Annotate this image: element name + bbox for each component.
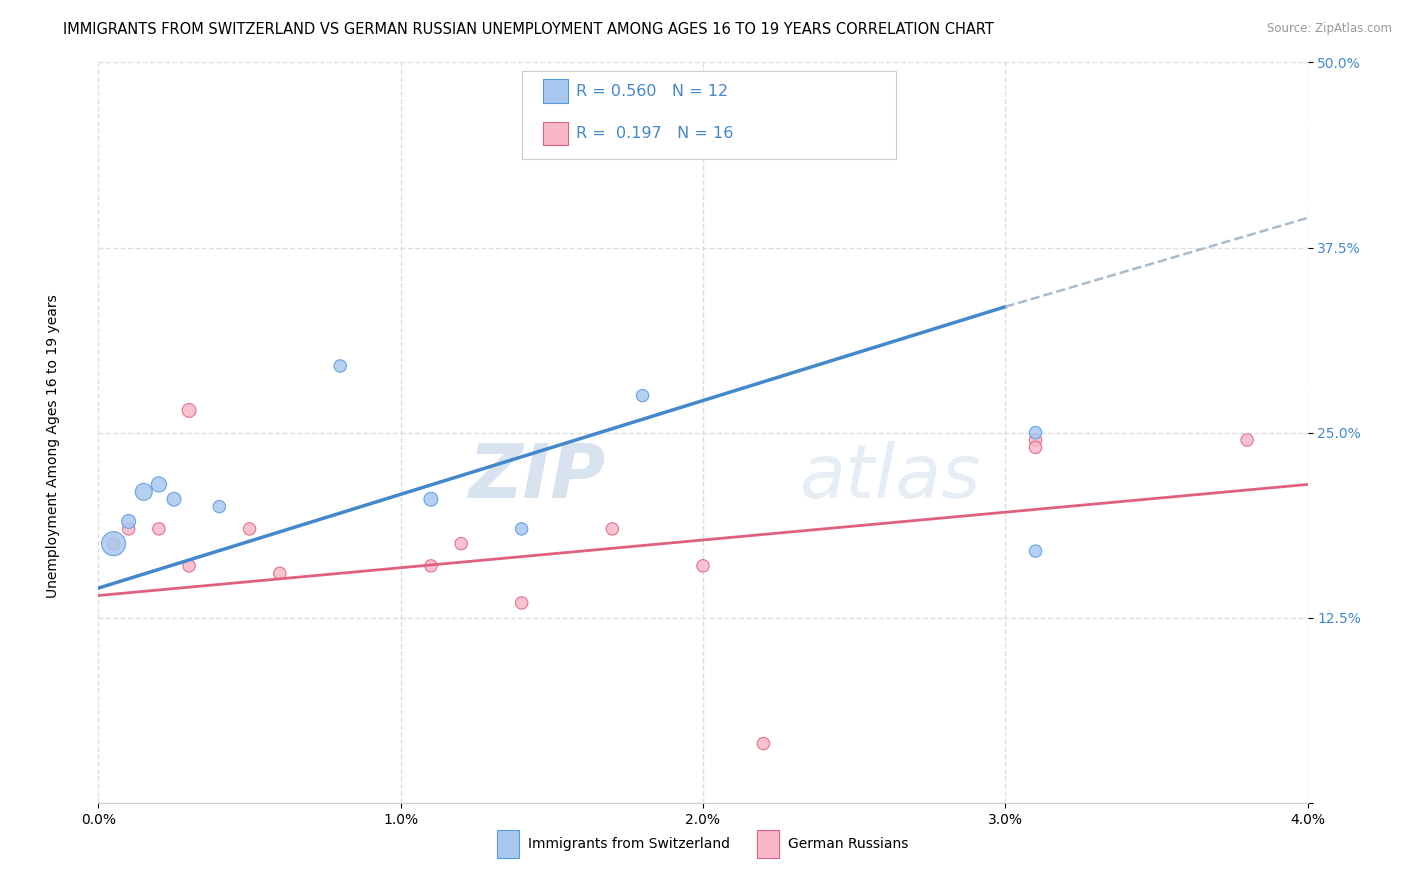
Point bbox=[602, 522, 624, 536]
Point bbox=[269, 566, 291, 581]
Point bbox=[1025, 441, 1047, 455]
Point bbox=[420, 558, 443, 573]
Text: R = 0.560   N = 12: R = 0.560 N = 12 bbox=[576, 84, 728, 99]
Point bbox=[1025, 425, 1047, 440]
FancyBboxPatch shape bbox=[522, 71, 897, 159]
Point bbox=[148, 522, 170, 536]
Point bbox=[752, 737, 775, 751]
Point bbox=[1236, 433, 1258, 447]
Point bbox=[148, 477, 170, 491]
FancyBboxPatch shape bbox=[498, 830, 519, 858]
Point bbox=[179, 403, 201, 417]
Point bbox=[103, 536, 125, 550]
Point bbox=[118, 515, 141, 529]
FancyBboxPatch shape bbox=[543, 121, 568, 145]
FancyBboxPatch shape bbox=[758, 830, 779, 858]
Point bbox=[450, 536, 472, 550]
Text: atlas: atlas bbox=[800, 441, 981, 513]
Point bbox=[692, 558, 714, 573]
Text: German Russians: German Russians bbox=[787, 838, 908, 851]
Point bbox=[118, 522, 141, 536]
Text: Source: ZipAtlas.com: Source: ZipAtlas.com bbox=[1267, 22, 1392, 36]
Text: Immigrants from Switzerland: Immigrants from Switzerland bbox=[527, 838, 730, 851]
Text: IMMIGRANTS FROM SWITZERLAND VS GERMAN RUSSIAN UNEMPLOYMENT AMONG AGES 16 TO 19 Y: IMMIGRANTS FROM SWITZERLAND VS GERMAN RU… bbox=[63, 22, 994, 37]
Text: Unemployment Among Ages 16 to 19 years: Unemployment Among Ages 16 to 19 years bbox=[46, 294, 60, 598]
FancyBboxPatch shape bbox=[543, 79, 568, 103]
Point bbox=[103, 536, 125, 550]
Point bbox=[208, 500, 231, 514]
Point bbox=[510, 596, 533, 610]
Point bbox=[239, 522, 262, 536]
Point bbox=[420, 492, 443, 507]
Point bbox=[1025, 433, 1047, 447]
Point bbox=[132, 484, 155, 499]
Point bbox=[163, 492, 186, 507]
Point bbox=[1025, 544, 1047, 558]
Point bbox=[510, 522, 533, 536]
Text: ZIP: ZIP bbox=[470, 441, 606, 514]
Point bbox=[179, 558, 201, 573]
Point bbox=[329, 359, 352, 373]
Text: R =  0.197   N = 16: R = 0.197 N = 16 bbox=[576, 126, 734, 141]
Point bbox=[631, 388, 654, 402]
